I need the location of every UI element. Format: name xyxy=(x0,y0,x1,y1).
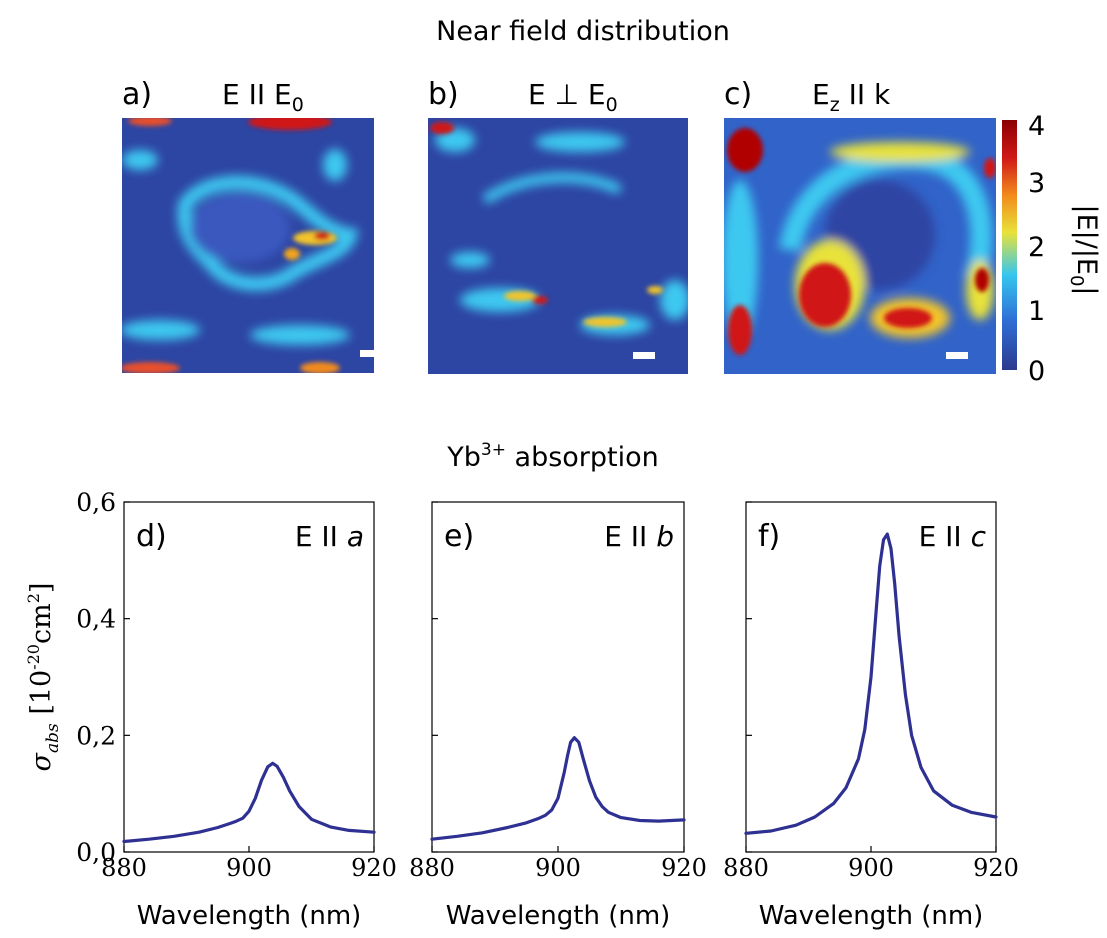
chart-e-panel-label: e) xyxy=(444,519,474,554)
absorption-title-sup: 3+ xyxy=(481,440,506,460)
colorbar-label-end: | xyxy=(1071,286,1102,295)
chart-f-annotation: E II c xyxy=(919,520,987,553)
chart-d-ylabel-units: [10 xyxy=(26,670,57,723)
chart-e-series-0 xyxy=(430,736,686,841)
chart-f-annotation-main: E II xyxy=(919,520,971,553)
colorbar-tick-1: 1 xyxy=(1028,296,1045,327)
chart-d-ytick-label-0: 0,0 xyxy=(76,838,116,867)
chart-f-panel-label: f) xyxy=(758,519,780,554)
map-a-letter: a) xyxy=(122,77,152,112)
map-c-letter: c) xyxy=(724,77,752,112)
chart-d-ylabel-sub: abs xyxy=(43,723,63,753)
colorbar-tick-2: 2 xyxy=(1028,232,1045,263)
chart-d-panel-label: d) xyxy=(136,519,167,554)
map-b-letter: b) xyxy=(428,77,459,112)
chart-d-ytick-label-1: 0,2 xyxy=(76,721,116,750)
map-c-label-sub: z xyxy=(830,94,840,116)
chart-f-xtick-label-1: 900 xyxy=(848,854,894,882)
map-c-label: Ez II k xyxy=(812,78,891,116)
chart-d-xtick-label-1: 900 xyxy=(226,854,272,882)
chart-f-xtick-label-2: 920 xyxy=(973,854,1019,882)
field-map-c xyxy=(724,118,996,374)
chart-d-annotation: E II a xyxy=(295,520,364,553)
chart-e-xtick-label-2: 920 xyxy=(661,854,707,882)
absorption-title-rest: absorption xyxy=(506,442,659,473)
chart-d-ylabel-units2: cm xyxy=(26,603,57,644)
field-map-a xyxy=(122,118,374,373)
chart-e-xtick-label-0: 880 xyxy=(409,854,455,882)
map-b-label-main: E ⊥ E xyxy=(528,78,606,111)
absorption-title: Yb3+ absorption xyxy=(446,440,659,473)
chart-f-xtick-label-0: 880 xyxy=(723,854,769,882)
colorbar: 0 1 2 3 4 |E|/|E0| xyxy=(1002,111,1102,387)
chart-f-annotation-italic: c xyxy=(971,520,987,553)
chart-d-ylabel-close: ] xyxy=(26,583,57,594)
map-a-label-main: E II E xyxy=(222,78,292,111)
chart-e-annotation-italic: b xyxy=(656,520,674,553)
chart-d-ytick-label-3: 0,6 xyxy=(76,488,116,517)
colorbar-tick-4: 4 xyxy=(1028,111,1045,142)
map-a-label: E II E0 xyxy=(222,78,304,116)
colorbar-label: |E|/|E0| xyxy=(1066,204,1102,295)
map-c-label-main: E xyxy=(812,78,830,111)
chart-d-annotation-main: E II xyxy=(295,520,347,553)
map-c-label-tail: II k xyxy=(840,78,891,111)
chart-d-xtick-label-0: 880 xyxy=(101,854,147,882)
chart-e-annotation-main: E II xyxy=(604,520,656,553)
absorption-title-base: Yb xyxy=(446,442,481,473)
map-b-label-sub: 0 xyxy=(606,94,618,116)
map-a-label-sub: 0 xyxy=(292,94,304,116)
colorbar-label-sub: 0 xyxy=(1066,275,1087,286)
chart-f-series-0 xyxy=(744,532,998,835)
chart-e-annotation: E II b xyxy=(604,520,674,553)
field-map-b xyxy=(428,118,688,374)
chart-f-xlabel: Wavelength (nm) xyxy=(759,901,984,931)
map-b-label: E ⊥ E0 xyxy=(528,78,618,116)
chart-d-ylabel-exp: -20 xyxy=(24,644,43,670)
chart-d-annotation-italic: a xyxy=(347,520,364,553)
chart-d-xlabel: Wavelength (nm) xyxy=(137,901,362,931)
chart-d-ylabel: σabs [10-20cm2] xyxy=(24,583,63,772)
chart-d-xtick-label-2: 920 xyxy=(351,854,397,882)
colorbar-label-main: |E|/|E xyxy=(1071,204,1102,275)
absorption-charts: 0,0 0,2 0,4 0,6 880 900 920 Wavelength (nm) d) E … xyxy=(24,488,1019,931)
colorbar-tick-3: 3 xyxy=(1028,168,1045,199)
colorbar-gradient xyxy=(1002,120,1017,370)
near-field-title: Near field distribution xyxy=(436,16,730,47)
chart-d-ylabel-symbol: σ xyxy=(26,751,57,771)
chart-d-frame xyxy=(123,501,375,853)
chart-e-xlabel: Wavelength (nm) xyxy=(446,901,671,931)
chart-e-xtick-label-1: 900 xyxy=(535,854,581,882)
chart-d-ylabel-exp2: 2 xyxy=(24,593,43,603)
chart-d-series-0 xyxy=(122,761,376,844)
colorbar-tick-0: 0 xyxy=(1028,356,1045,387)
chart-d-ytick-label-2: 0,4 xyxy=(76,605,116,634)
